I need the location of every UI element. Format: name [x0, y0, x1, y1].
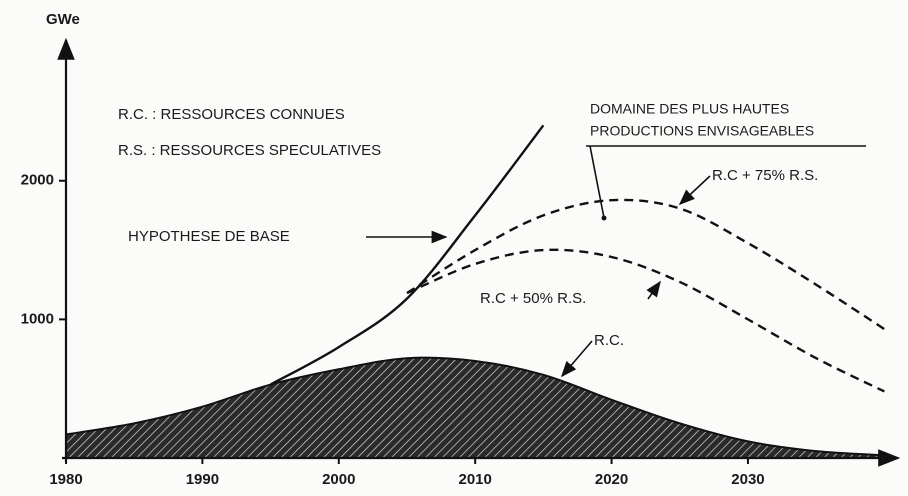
- y-tick-label: 2000: [21, 172, 54, 189]
- label-arrow: [646, 280, 661, 300]
- series-label: R.C + 50% R.S.: [480, 290, 586, 307]
- label-arrow: [678, 175, 711, 206]
- series-label: HYPOTHESE DE BASE: [128, 228, 290, 245]
- y-tick-label: 1000: [21, 310, 54, 327]
- annotation-pointer: [586, 145, 866, 219]
- x-tick-label: 2030: [731, 471, 764, 488]
- annotation: PRODUCTIONS ENVISAGEABLES: [590, 123, 814, 139]
- line: [270, 124, 545, 386]
- x-tick-label: 2000: [322, 471, 355, 488]
- y-axis-label: GWe: [46, 11, 80, 28]
- annotation: DOMAINE DES PLUS HAUTES: [590, 101, 789, 117]
- legend-line: R.C. : RESSOURCES CONNUES: [118, 106, 345, 123]
- x-tick-label: 1990: [186, 471, 219, 488]
- x-tick-label: 1980: [49, 471, 82, 488]
- annotation-dot: [601, 215, 607, 221]
- legend-line: R.S. : RESSOURCES SPECULATIVES: [118, 142, 381, 159]
- x-tick-label: 2010: [458, 471, 491, 488]
- series-label: R.C.: [594, 332, 624, 349]
- x-tick-label: 2020: [595, 471, 628, 488]
- label-arrow: [560, 340, 593, 378]
- area: [65, 356, 886, 459]
- line: [406, 198, 886, 331]
- line: [406, 248, 885, 393]
- series-label: R.C + 75% R.S.: [712, 167, 818, 184]
